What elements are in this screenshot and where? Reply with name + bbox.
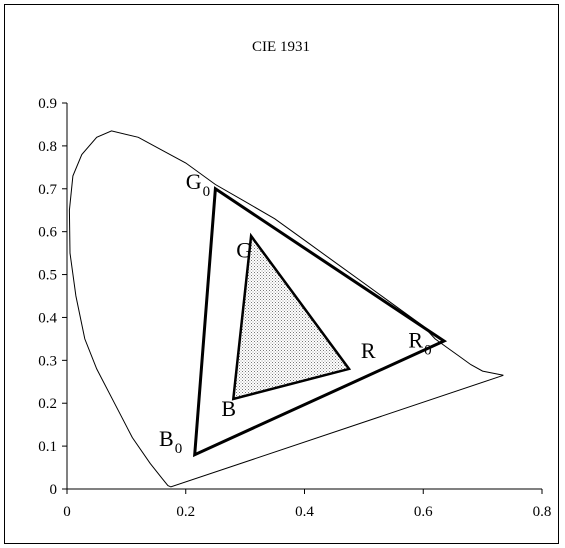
y-tick-label: 0.9 [38, 96, 57, 112]
vertex-label: G [236, 237, 252, 262]
x-tick-label: 0.6 [414, 504, 433, 520]
chart-frame: CIE 1931 0 0.1 0.2 0.3 0.4 0.5 0.6 0.7 0.8 0.9 0 0.… [4, 4, 559, 544]
y-tick-label: 0.3 [38, 353, 57, 369]
y-tick-label: 0.7 [38, 182, 57, 198]
y-tick-label: 0.8 [38, 139, 57, 155]
x-tick-label: 0.8 [533, 504, 552, 520]
vertex-label: R [408, 327, 423, 352]
vertex-label: G [186, 169, 202, 194]
cie-chart: CIE 1931 0 0.1 0.2 0.3 0.4 0.5 0.6 0.7 0.8 0.9 0 0.… [38, 39, 552, 520]
vertex-subscript: 0 [424, 342, 432, 358]
vertex-label: B [221, 396, 236, 421]
vertex-label: R [361, 338, 376, 363]
vertex-subscript: 0 [203, 184, 211, 200]
vertex-label: B [159, 426, 174, 451]
x-tick-label: 0.4 [295, 504, 314, 520]
chart-title: CIE 1931 [252, 39, 310, 55]
x-tick-label: 0.2 [176, 504, 195, 520]
y-tick-label: 0.6 [38, 225, 57, 241]
x-tick-label: 0 [63, 504, 71, 520]
gamut-inner-triangle [231, 232, 352, 401]
y-tick-label: 0.2 [38, 396, 57, 412]
y-tick-label: 0.5 [38, 268, 57, 284]
y-tick-label: 0.4 [38, 310, 57, 326]
y-tick-label: 0.1 [38, 439, 57, 455]
vertex-subscript: 0 [175, 441, 183, 457]
gamut-outer-triangle [193, 186, 448, 458]
y-tick-label: 0 [50, 482, 58, 498]
